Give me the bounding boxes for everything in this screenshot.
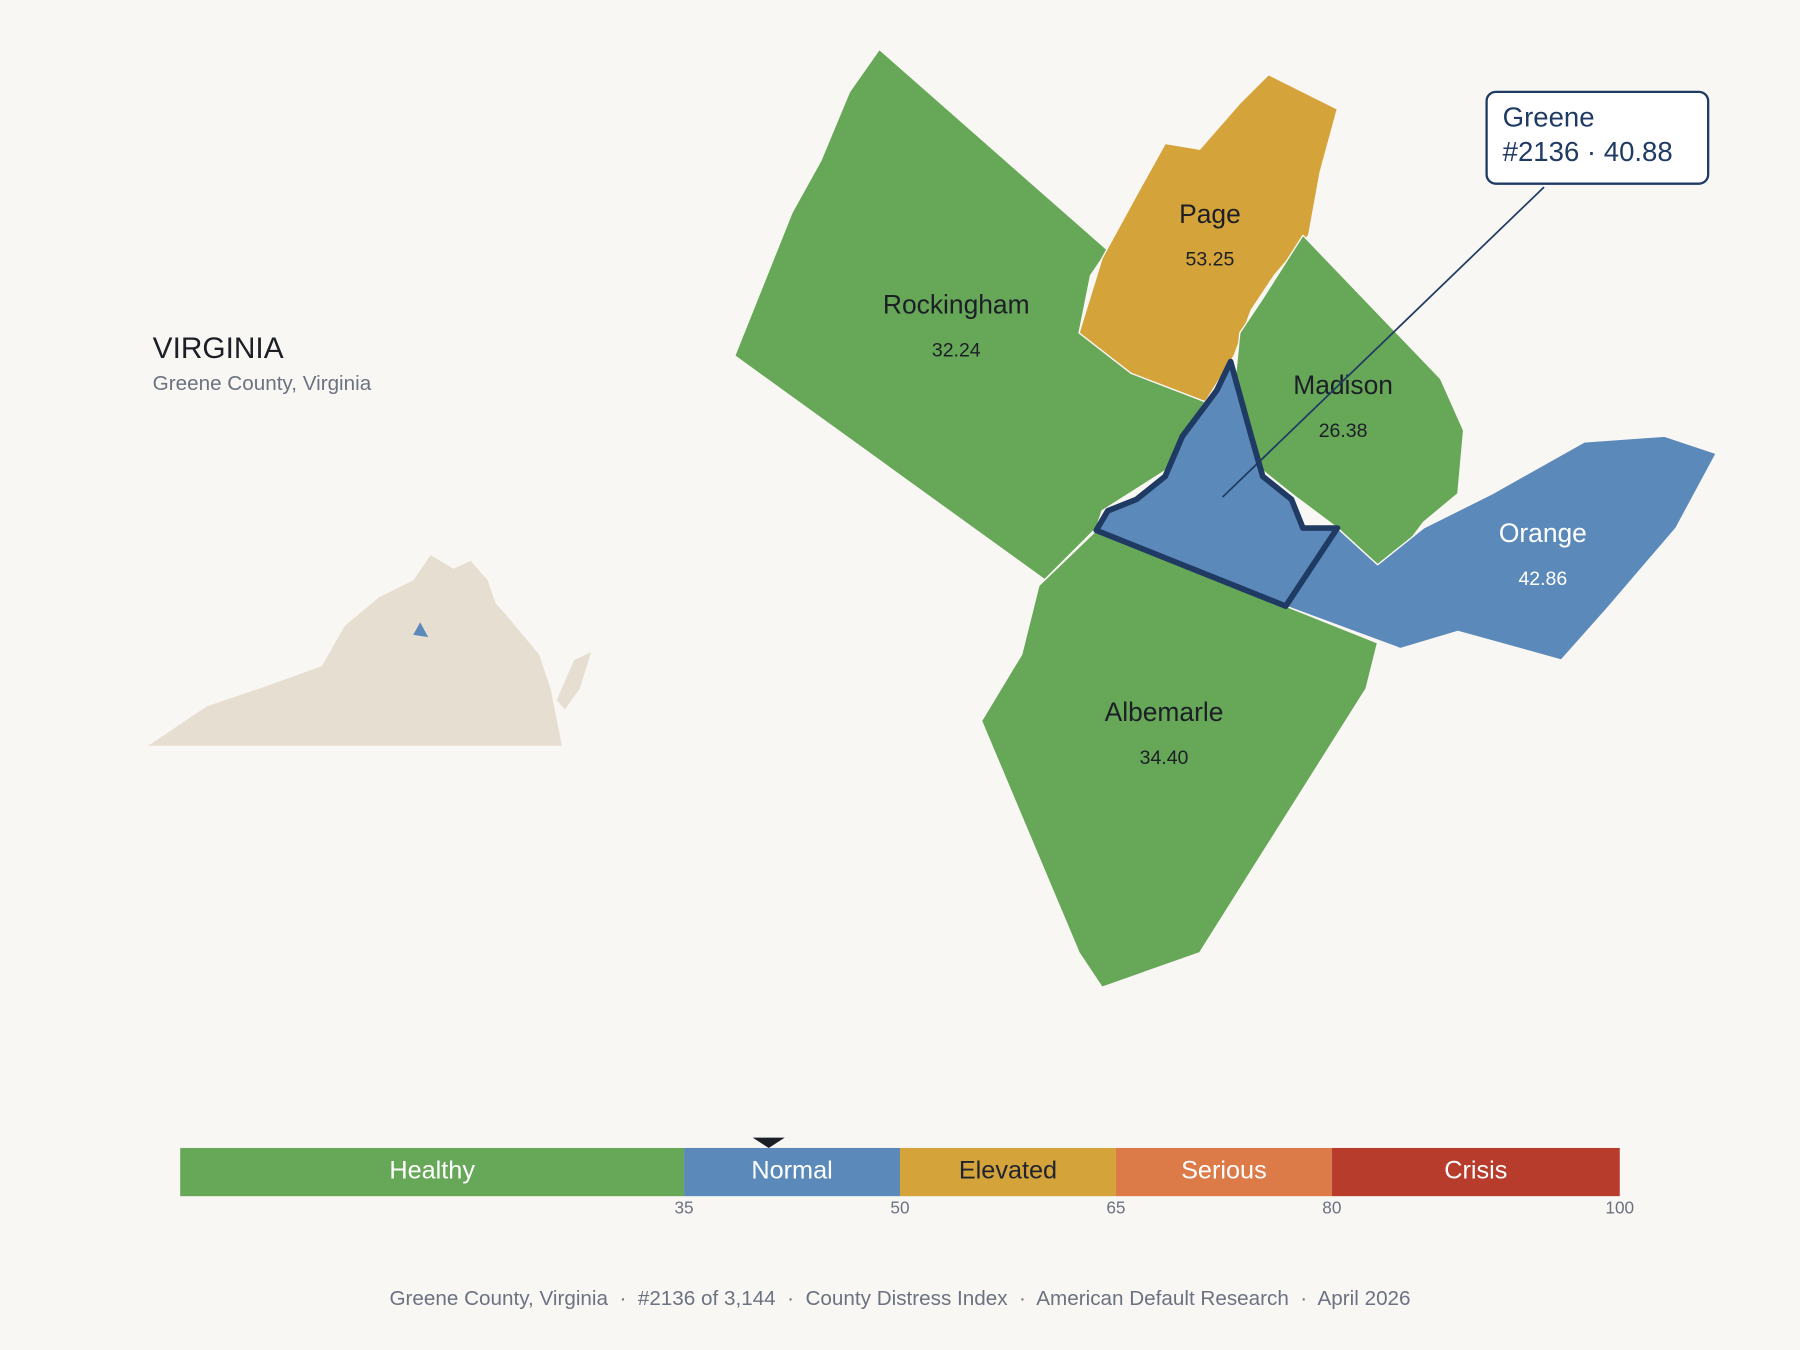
county-value: 34.40 — [1140, 747, 1189, 769]
county — [1285, 435, 1717, 661]
legend-marker — [752, 1137, 785, 1148]
legend-tick-label: 80 — [1322, 1197, 1341, 1217]
legend-tick-label: 35 — [674, 1197, 693, 1217]
callout-detail: #2136 · 40.88 — [1503, 136, 1673, 167]
counties: Rockingham 32.24 Page 53.25 Madison 26.38 Oran… — [734, 48, 1717, 988]
state-subtitle: Greene County, Virginia — [153, 372, 372, 395]
state-highlight — [413, 622, 429, 638]
legend-tick-label: 50 — [890, 1197, 909, 1217]
callout-leader — [1221, 186, 1545, 498]
callout-box — [1485, 90, 1710, 185]
county-value: 32.24 — [932, 339, 981, 361]
state-shape — [145, 553, 564, 747]
legend-band-label: Crisis — [1444, 1157, 1507, 1185]
county-name: Rockingham — [883, 289, 1030, 319]
legend-tick-label: 100 — [1605, 1197, 1634, 1217]
legend-band — [684, 1147, 900, 1197]
county-value: 26.38 — [1319, 420, 1368, 442]
county — [980, 529, 1379, 988]
callout-name: Greene — [1503, 102, 1595, 133]
legend: Healthy 35 Normal 50 Elevated 65 Serious 80 Cris… — [180, 1137, 1634, 1217]
legend-tick-label: 65 — [1106, 1197, 1125, 1217]
county — [734, 48, 1207, 581]
county-name: Orange — [1499, 518, 1587, 548]
state-shore — [556, 652, 592, 710]
county-value: 42.86 — [1518, 568, 1567, 590]
state-inset — [145, 553, 592, 747]
callout: Greene #2136 · 40.88 — [1221, 90, 1710, 498]
legend-band — [1115, 1147, 1332, 1197]
county — [1093, 358, 1341, 609]
state-title: VIRGINIA — [153, 332, 284, 365]
county-name: Page — [1179, 199, 1241, 229]
legend-band — [900, 1147, 1116, 1197]
legend-band — [180, 1147, 685, 1197]
county-name: Albemarle — [1105, 697, 1224, 727]
legend-band-label: Normal — [751, 1157, 832, 1185]
legend-band-label: Healthy — [389, 1157, 475, 1185]
county — [1078, 73, 1339, 403]
legend-band-label: Elevated — [959, 1157, 1057, 1185]
county-name: Madison — [1293, 370, 1393, 400]
county-value: 53.25 — [1186, 249, 1235, 271]
footer: Greene County, Virginia · #2136 of 3,144… — [389, 1287, 1410, 1310]
legend-band-label: Serious — [1181, 1157, 1267, 1185]
legend-band — [1331, 1147, 1620, 1197]
